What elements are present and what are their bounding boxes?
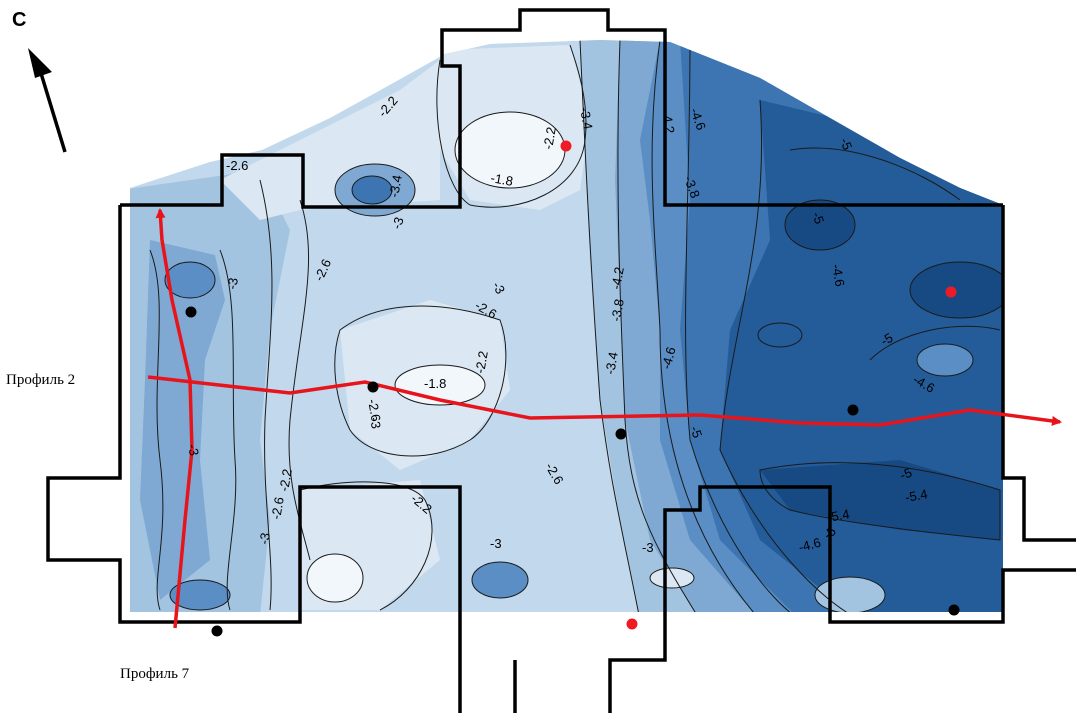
wall-east xyxy=(1001,205,1076,542)
profile-lines xyxy=(147,208,1062,629)
red-point xyxy=(626,618,638,630)
contour-lines xyxy=(149,40,1003,612)
black-point xyxy=(847,404,859,416)
wall-west xyxy=(46,205,462,713)
contour-fill xyxy=(130,40,1003,612)
black-point xyxy=(185,306,197,318)
contour-label: -3 xyxy=(490,536,502,551)
north-arrow-shaft xyxy=(38,69,67,153)
fill-s-light-2 xyxy=(650,568,694,588)
contour-label: -2.2 xyxy=(540,126,559,151)
black-point xyxy=(367,381,379,393)
contour-label: -3.4 xyxy=(577,106,596,131)
contour-label: -5 xyxy=(687,424,705,440)
profile-7-line xyxy=(155,208,194,629)
contour-label: -3 xyxy=(389,215,407,231)
black-point xyxy=(948,604,960,616)
contour-label: -4.2 xyxy=(608,266,627,291)
fill-w-dark-spot xyxy=(165,262,215,298)
contour-label: -2.6 xyxy=(226,158,248,173)
red-point xyxy=(945,286,957,298)
fill-east-dark-north xyxy=(785,200,855,250)
fill-south-lightest xyxy=(307,554,363,602)
red-point xyxy=(560,140,572,152)
contour-label: -2.2 xyxy=(276,468,295,493)
contour-label: -3.4 xyxy=(386,174,405,199)
contour-label: -5 xyxy=(809,210,827,226)
contour-label: -3 xyxy=(642,540,654,555)
north-arrow-head xyxy=(28,48,52,78)
contour-label: -5 xyxy=(898,465,914,483)
building-walls xyxy=(46,8,1076,713)
black-point xyxy=(615,428,627,440)
contour-label: -4.6 xyxy=(658,345,678,371)
north-label: С xyxy=(12,9,26,31)
black-point xyxy=(211,625,223,637)
red-points xyxy=(560,140,957,630)
contour-label: -3 xyxy=(256,532,273,546)
contour-label: -4.6 xyxy=(687,106,709,132)
contour-label: -3 xyxy=(185,443,202,457)
contour-label: -3.8 xyxy=(681,174,703,200)
contour-label: -4.2 xyxy=(659,110,678,135)
contour-label: -2.2 xyxy=(472,350,491,375)
profile-7-label: Профиль 7 xyxy=(120,666,190,682)
fill-west-inner xyxy=(140,240,225,600)
contour-labels: -2.2 -2.6 -3.4 -3 -2.6 -3 -3.4 -2.2 -1.8… xyxy=(185,93,937,555)
profile-2-line xyxy=(147,375,1062,427)
fill-east-deep-2 xyxy=(760,460,1000,540)
contour-label: -2.6 xyxy=(365,398,384,423)
fill-s-dark xyxy=(472,562,528,598)
contour-label: -1.8 xyxy=(424,376,446,391)
wall-east-lower xyxy=(608,485,1076,713)
contour-label: -3.4 xyxy=(602,351,621,376)
contour-label: -3 xyxy=(224,277,241,291)
north-arrow: С xyxy=(12,9,67,153)
fill-north-lightest xyxy=(455,112,565,188)
contour-label: -3 xyxy=(367,416,384,430)
black-points xyxy=(185,306,960,637)
contour-label: -4.6 xyxy=(797,535,823,555)
contour-label: -4.6 xyxy=(829,263,848,288)
fill-east-light-ring xyxy=(917,344,973,376)
fill-east-deep-1 xyxy=(910,262,1003,318)
fill-se-light xyxy=(815,577,885,612)
contour-label: -2.6 xyxy=(268,496,287,521)
contour-label: -5 xyxy=(837,136,855,152)
contour-label: -5.4 xyxy=(904,486,929,505)
contour-label: -5.4 xyxy=(826,506,851,525)
wall-nw xyxy=(120,8,1003,209)
contour-label: -1.8 xyxy=(489,170,514,189)
profile-2-label: Профиль 2 xyxy=(6,372,75,388)
contour-label: -3.8 xyxy=(608,298,627,323)
fill-sw-dark xyxy=(170,580,230,610)
fill-nw-darker xyxy=(352,176,392,204)
